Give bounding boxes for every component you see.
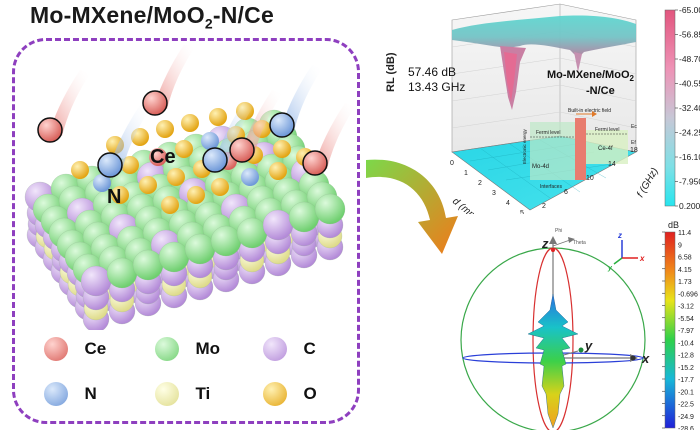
radiation-colorbar-tick: -15.2 xyxy=(678,365,694,372)
radiation-colorbar-tick: -3.12 xyxy=(678,304,694,311)
d-tick-label: 5 xyxy=(520,210,524,214)
rl-colorbar-labels: -65.00 -56.85 -48.70 -40.55 -32.40 -24.25 -16.… xyxy=(675,5,700,211)
radiation-colorbar-tick: 11.4 xyxy=(678,230,691,237)
radiation-colorbar-tick: 9 xyxy=(678,242,682,249)
n-swatch-icon xyxy=(44,382,68,406)
f-axis-label: f (GHz) xyxy=(635,166,661,199)
ti-swatch-icon xyxy=(155,382,179,406)
legend-item-o: O xyxy=(263,382,317,406)
radiation-colorbar-tick: 6.58 xyxy=(678,255,692,262)
ce-swatch-icon xyxy=(44,337,68,361)
legend-item-ce: Ce xyxy=(44,337,106,361)
rl-colorbar-tick: -24.25 xyxy=(679,128,700,138)
d-tick-label: 4 xyxy=(506,200,510,207)
legend-item-c: C xyxy=(263,337,316,361)
radiation-colorbar-tick: -24.9 xyxy=(678,414,694,421)
y-axis-label: y xyxy=(584,338,593,353)
legend-item-ti: Ti xyxy=(155,382,210,406)
theta-label: Theta xyxy=(573,240,586,246)
f-tick-label: 6 xyxy=(564,189,568,196)
figure-title: Mo-MXene/MoO2-N/Ce xyxy=(30,2,274,32)
x-axis-label: x xyxy=(641,351,650,366)
ec-label: Ec xyxy=(631,124,637,130)
band-diagram-inset: Built-in electric field Fermi level Ferm… xyxy=(522,108,637,190)
triad-y-label: y xyxy=(607,265,613,272)
d-tick-label: 0 xyxy=(450,160,454,167)
c-swatch-icon xyxy=(263,337,287,361)
rl-material-name: Mo-MXene/MoO2 xyxy=(547,69,635,83)
rl-colorbar-tick: -48.70 xyxy=(679,54,700,64)
transition-arrow-icon xyxy=(366,159,458,254)
ef-label: Ef xyxy=(631,140,636,146)
d-axis-label: d (mm) xyxy=(450,196,481,214)
mo4d-label: Mo-4d xyxy=(532,164,549,170)
legend-item-mo: Mo xyxy=(155,337,220,361)
rl-material-suffix: -N/Ce xyxy=(586,85,615,97)
rl-colorbar-tick: -40.55 xyxy=(679,79,700,89)
interfaces-label: Interfaces xyxy=(540,184,562,190)
rl-colorbar-tick: -56.85 xyxy=(679,30,700,40)
z-axis-label: z xyxy=(541,236,549,251)
ce4f-label: Ce-4f xyxy=(598,146,613,152)
radiation-colorbar-tick: -17.7 xyxy=(678,377,694,384)
rl-colorbar-tick: 0.2000 xyxy=(679,201,700,211)
f-tick-label: 10 xyxy=(586,175,594,182)
legend-item-n: N xyxy=(44,382,97,406)
phi-label: Phi xyxy=(555,228,562,234)
structure-panel xyxy=(12,38,360,424)
radiation-colorbar-tick: -28.6 xyxy=(678,426,694,430)
d-tick-label: 2 xyxy=(478,180,482,187)
rl-colorbar-tick: -16.10 xyxy=(679,152,700,162)
d-tick-label: 1 xyxy=(464,170,468,177)
radiation-colorbar-tick: -10.4 xyxy=(678,340,694,347)
built-in-field-label: Built-in electric field xyxy=(568,108,611,114)
radiation-unit: dB xyxy=(668,220,679,230)
reflection-loss-3d-plot: RL (dB) d (mm) f (GHz) 57.46 dB 13.43 GH… xyxy=(385,3,700,214)
atomic-structure-illustration xyxy=(24,45,355,330)
n-atom-label: N xyxy=(107,186,122,208)
triad-z-label: z xyxy=(617,231,622,240)
radiation-colorbar-tick: -22.5 xyxy=(678,402,694,409)
radiation-colorbar-tick: 4.15 xyxy=(678,267,692,274)
f-tick-label: 18 xyxy=(630,147,638,154)
rl-colorbar-tick: -65.00 xyxy=(679,5,700,15)
radiation-colorbar-tick: -7.97 xyxy=(678,328,694,335)
d-ticks: 0 1 2 3 4 5 xyxy=(450,160,524,214)
mo-swatch-icon xyxy=(155,337,179,361)
rl-colorbar xyxy=(664,9,676,207)
radiation-colorbar-tick: 1.73 xyxy=(678,279,692,286)
rl-colorbar-tick: -7.950 xyxy=(679,177,700,187)
radiation-colorbar-tick: -12.8 xyxy=(678,353,694,360)
peak-frequency: 13.43 GHz xyxy=(408,80,465,94)
radiation-colorbar-tick: -20.1 xyxy=(678,389,694,396)
radiation-colorbar xyxy=(664,231,676,429)
f-ticks: 2 6 10 14 18 xyxy=(542,147,638,210)
fermi-right-label: Fermi level xyxy=(595,127,619,133)
radiation-lobe xyxy=(527,293,579,429)
rl-colorbar-tick: -32.40 xyxy=(679,103,700,113)
f-tick-label: 14 xyxy=(608,161,616,168)
radiation-colorbar-labels: 11.4 9 6.58 4.15 1.73 -0.696 -3.12 -5.54 -7.97 -1… xyxy=(662,230,698,430)
radiation-colorbar-tick: -0.696 xyxy=(678,291,698,298)
f-tick-label: 2 xyxy=(542,203,546,210)
o-swatch-icon xyxy=(263,382,287,406)
d-tick-label: 3 xyxy=(492,190,496,197)
electronic-energy-label: Electronic energy xyxy=(522,128,527,164)
peak-value: 57.46 dB xyxy=(408,65,456,79)
axis-triad-icon: z x y xyxy=(607,231,645,272)
radiation-colorbar-tick: -5.54 xyxy=(678,316,694,323)
ce-atom-label: Ce xyxy=(150,146,176,168)
rl-ylabel: RL (dB) xyxy=(385,52,397,92)
radiation-pattern-plot: Theta z y x Phi z x y dB 11.4 9 6.58 4.15 1.… xyxy=(460,220,698,430)
triad-x-label: x xyxy=(639,254,645,263)
fermi-left-label: Fermi level xyxy=(536,130,560,136)
